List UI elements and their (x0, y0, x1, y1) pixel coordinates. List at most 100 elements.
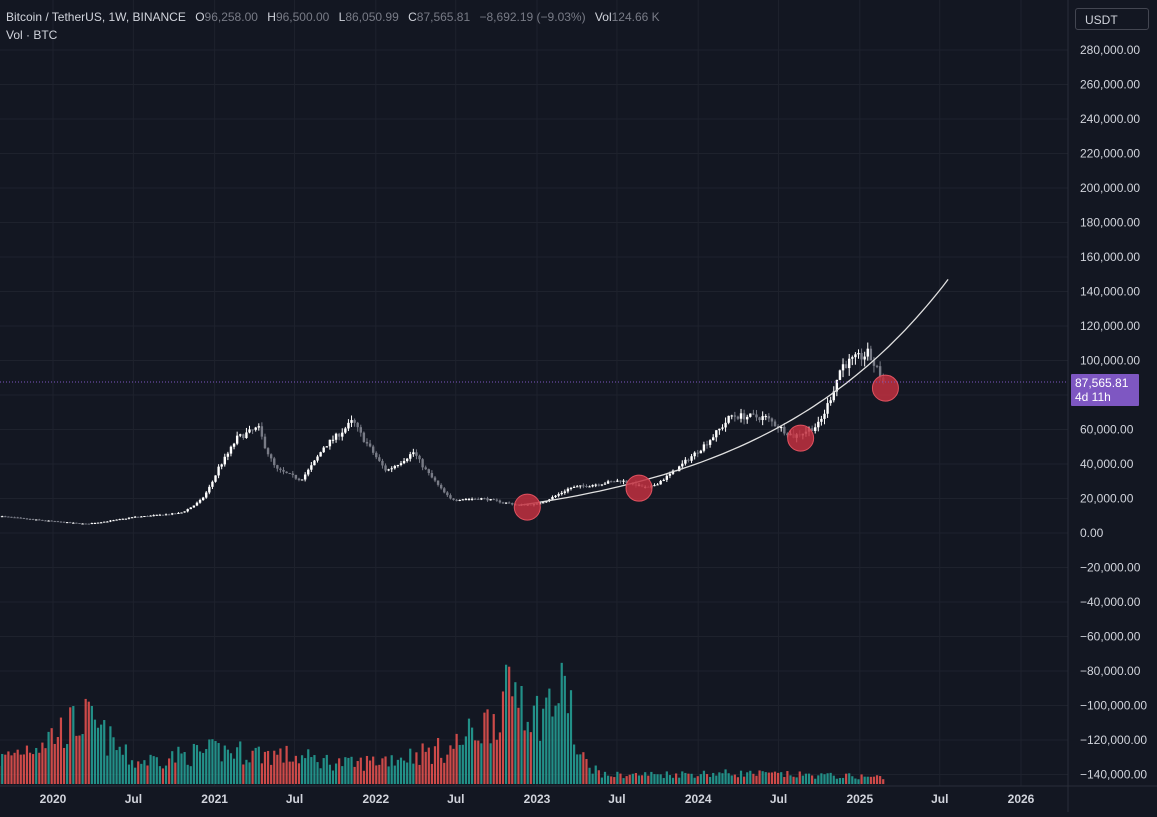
volume-bar (817, 775, 819, 784)
volume-bar (663, 778, 665, 784)
volume-bar (270, 765, 272, 784)
symbol-title[interactable]: Bitcoin / TetherUS, 1W, BINANCE (6, 10, 186, 24)
candle-body (60, 522, 62, 523)
volume-bar (88, 702, 90, 784)
volume-bar (570, 690, 572, 784)
candle-body (193, 506, 195, 508)
volume-bar (873, 777, 875, 784)
volume-bar (218, 743, 220, 784)
volume-bar (758, 770, 760, 784)
candle-body (761, 416, 763, 420)
volume-bar (307, 749, 309, 784)
candle-body (465, 499, 467, 500)
volume-bar (533, 706, 535, 784)
y-tick-label: 180,000.00 (1080, 216, 1140, 230)
candle-body (743, 413, 745, 419)
candle-body (137, 517, 139, 518)
volume-bar (554, 706, 556, 784)
candle-body (397, 465, 399, 466)
volume-bar (836, 779, 838, 784)
candle-body (499, 500, 501, 502)
volume-bar (350, 757, 352, 784)
candle-body (366, 442, 368, 444)
candlesticks (0, 343, 884, 525)
volume-bar (434, 746, 436, 784)
volume-bar (233, 759, 235, 784)
volume-bar (449, 745, 451, 784)
volume-bar (709, 777, 711, 784)
volume-bar (32, 754, 34, 784)
candle-body (820, 419, 822, 422)
candle-body (409, 454, 411, 459)
volume-bar (329, 765, 331, 784)
volume-bar (128, 765, 130, 784)
candle-body (50, 521, 52, 522)
volume-bar (697, 776, 699, 784)
volume-bar (221, 761, 223, 784)
candle-body (459, 500, 461, 501)
volume-bar (681, 771, 683, 784)
volume-bar (394, 766, 396, 784)
candle-body (16, 517, 18, 518)
volume-bar (72, 706, 74, 784)
candle-body (109, 521, 111, 522)
candle-body (814, 427, 816, 431)
volume-bar (468, 719, 470, 784)
candle-body (177, 513, 179, 514)
volume-bar (622, 778, 624, 784)
volume-bar (592, 774, 594, 784)
volume-bar (23, 754, 25, 784)
candle-body (122, 519, 124, 520)
volume-bar (675, 773, 677, 784)
candle-body (146, 516, 148, 517)
candle-body (384, 465, 386, 470)
candle-body (768, 416, 770, 418)
candle-body (289, 473, 291, 474)
candle-body (511, 503, 513, 504)
volume-bar (298, 763, 300, 784)
candle-body (687, 460, 689, 461)
volume-bar (530, 732, 532, 784)
candle-body (616, 481, 618, 482)
volume-bar (440, 758, 442, 784)
volume-bar (684, 773, 686, 784)
volume-indicator-title[interactable]: Vol · BTC (6, 28, 57, 42)
volume-bar (54, 744, 56, 784)
candle-body (848, 359, 850, 368)
candle-body (264, 437, 266, 449)
volume-bar (792, 777, 794, 784)
volume-bar (119, 747, 121, 784)
currency-button[interactable]: USDT (1075, 8, 1149, 30)
volume-bar (422, 743, 424, 784)
candle-body (304, 474, 306, 479)
volume-bar (354, 767, 356, 784)
candle-body (567, 489, 569, 492)
bar-countdown: 4d 11h (1075, 390, 1139, 404)
volume-bar (777, 773, 779, 784)
candle-body (282, 470, 284, 472)
volume-bar (236, 747, 238, 784)
candle-body (542, 502, 544, 503)
candle-body (69, 522, 71, 523)
volume-bar (718, 772, 720, 784)
x-tick-label: 2025 (846, 792, 873, 806)
volume-bar (860, 774, 862, 784)
x-tick-label: Jul (447, 792, 464, 806)
candle-body (88, 524, 90, 525)
candle-body (851, 357, 853, 359)
volume-bar (845, 774, 847, 784)
volume-bar (564, 676, 566, 784)
candle-body (746, 417, 748, 420)
volume-bar (805, 774, 807, 784)
candle-body (245, 432, 247, 438)
y-tick-label: 140,000.00 (1080, 285, 1140, 299)
volume-bar (415, 752, 417, 784)
volume-bar (601, 778, 603, 784)
candle-body (613, 481, 615, 482)
candle-body (502, 502, 504, 503)
candle-body (607, 481, 609, 483)
candle-body (823, 414, 825, 419)
